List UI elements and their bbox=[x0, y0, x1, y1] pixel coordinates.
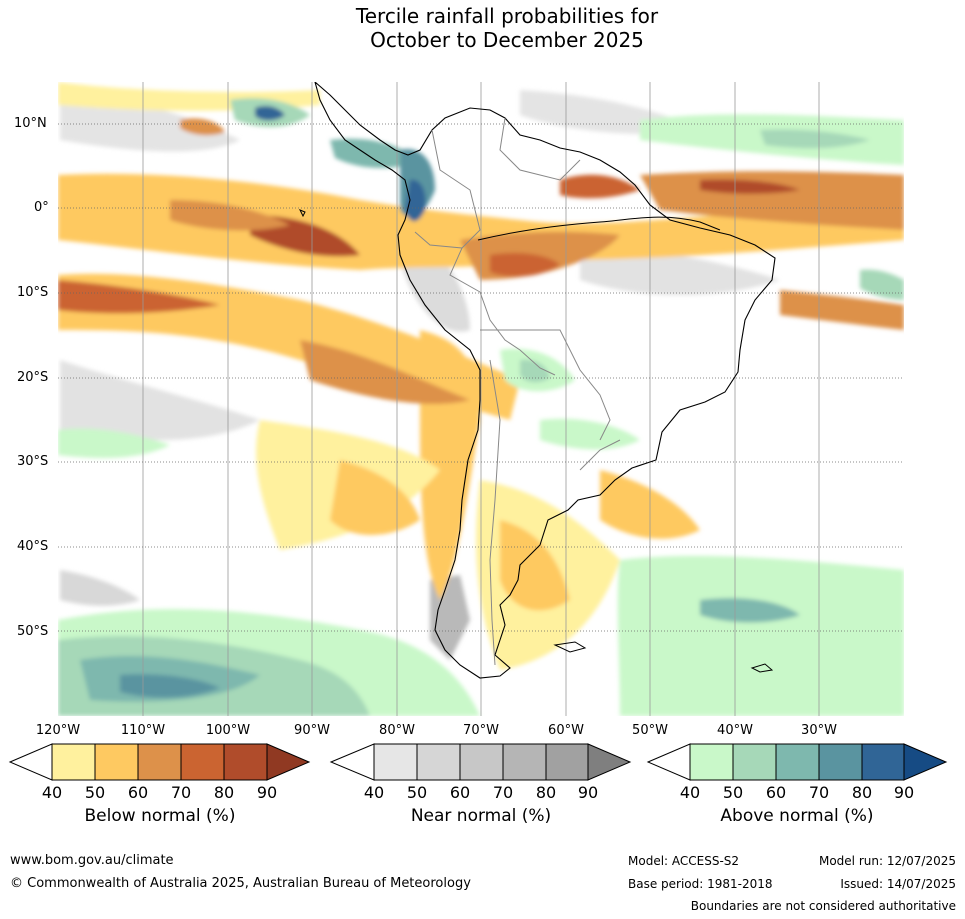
title-line-2: October to December 2025 bbox=[370, 28, 644, 52]
lon-label-70w: 70°W bbox=[463, 723, 499, 738]
colorbar-above-normal bbox=[646, 743, 948, 781]
near-tick-50: 50 bbox=[406, 783, 428, 802]
map-title: Tercile rainfall probabilities for Octob… bbox=[0, 4, 965, 52]
colorbar-below-normal bbox=[8, 743, 311, 781]
colorbar-near-normal bbox=[329, 743, 632, 781]
near-tick-40: 40 bbox=[363, 783, 385, 802]
country-borders bbox=[414, 117, 621, 666]
lon-label-110w: 110°W bbox=[120, 723, 166, 738]
lat-label-10n: 10°N bbox=[14, 116, 47, 131]
footer-copyright: © Commonwealth of Australia 2025, Austra… bbox=[10, 876, 471, 891]
below-tick-60: 60 bbox=[127, 783, 149, 802]
lon-label-50w: 50°W bbox=[632, 723, 668, 738]
graticule-lines bbox=[142, 82, 820, 716]
above-tick-90: 90 bbox=[893, 783, 915, 802]
lon-label-40w: 40°W bbox=[717, 723, 753, 738]
lat-label-0: 0° bbox=[34, 200, 49, 215]
near-tick-80: 80 bbox=[535, 783, 557, 802]
below-tick-40: 40 bbox=[41, 783, 63, 802]
footer-website[interactable]: www.bom.gov.au/climate bbox=[10, 853, 174, 868]
lon-label-60w: 60°W bbox=[548, 723, 584, 738]
above-normal-title: Above normal (%) bbox=[720, 806, 874, 826]
below-tick-90: 90 bbox=[256, 783, 278, 802]
near-tick-90: 90 bbox=[577, 783, 599, 802]
probability-field bbox=[58, 82, 904, 716]
footer-model-run: Model run: 12/07/2025 bbox=[818, 854, 956, 868]
lat-label-50s: 50°S bbox=[17, 624, 49, 639]
title-line-1: Tercile rainfall probabilities for bbox=[355, 4, 659, 28]
below-tick-80: 80 bbox=[213, 783, 235, 802]
lat-label-20s: 20°S bbox=[17, 370, 49, 385]
footer-disclaimer: Boundaries are not considered authoritat… bbox=[690, 899, 956, 913]
above-tick-70: 70 bbox=[808, 783, 830, 802]
below-tick-70: 70 bbox=[170, 783, 192, 802]
footer-model: Model: ACCESS-S2 bbox=[628, 854, 740, 868]
lon-label-120w: 120°W bbox=[35, 723, 81, 738]
lat-label-10s: 10°S bbox=[17, 285, 49, 300]
lon-label-100w: 100°W bbox=[205, 723, 251, 738]
near-tick-70: 70 bbox=[492, 783, 514, 802]
above-tick-50: 50 bbox=[722, 783, 744, 802]
above-tick-80: 80 bbox=[851, 783, 873, 802]
below-tick-50: 50 bbox=[84, 783, 106, 802]
above-tick-60: 60 bbox=[765, 783, 787, 802]
below-normal-title: Below normal (%) bbox=[84, 806, 236, 826]
lat-label-30s: 30°S bbox=[17, 454, 49, 469]
near-tick-60: 60 bbox=[449, 783, 471, 802]
coastline bbox=[314, 82, 776, 679]
near-normal-title: Near normal (%) bbox=[410, 806, 552, 826]
lon-label-80w: 80°W bbox=[379, 723, 415, 738]
footer-base-period: Base period: 1981-2018 bbox=[628, 877, 773, 891]
lon-label-30w: 30°W bbox=[801, 723, 837, 738]
lon-label-90w: 90°W bbox=[294, 723, 330, 738]
lat-label-40s: 40°S bbox=[17, 539, 49, 554]
footer-issued: Issued: 14/07/2025 bbox=[840, 877, 956, 891]
above-tick-40: 40 bbox=[679, 783, 701, 802]
